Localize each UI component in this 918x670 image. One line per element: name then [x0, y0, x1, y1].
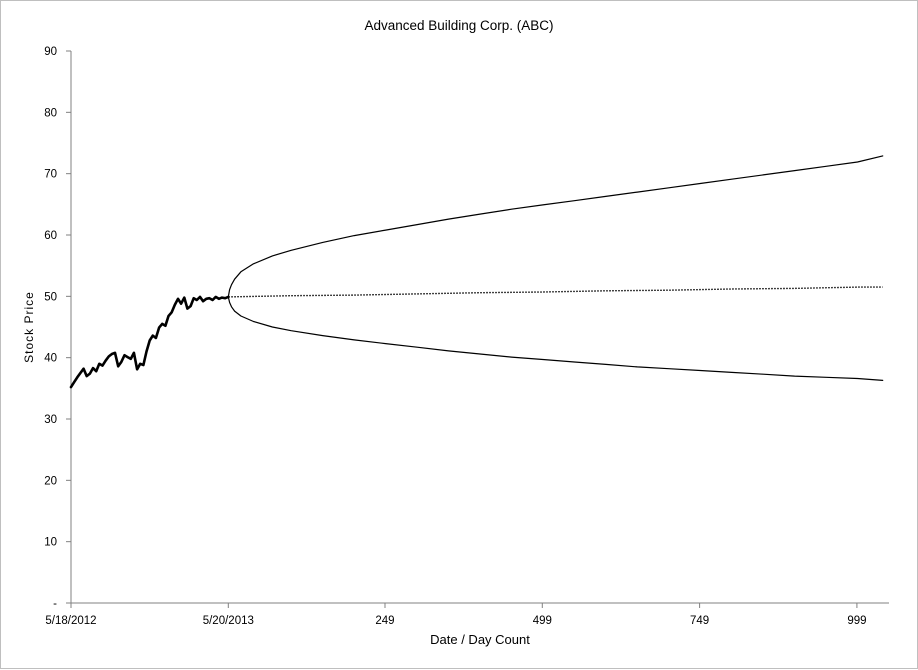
series-line-dotted: [228, 286, 883, 298]
y-tick-label: -: [53, 598, 57, 610]
y-tick-label: 30: [44, 414, 57, 426]
x-axis-title: Date / Day Count: [430, 632, 530, 647]
x-tick-label: 5/18/2012: [45, 615, 96, 627]
y-tick-label: 20: [44, 475, 57, 487]
y-tick-label: 10: [44, 537, 57, 549]
y-tick-label: 70: [44, 169, 57, 181]
plot-area: - 10 20 30 40 50 60 70 80 90 5/18/2012 5/20/2013 249…: [44, 46, 889, 627]
x-tick-label: 999: [847, 615, 866, 627]
series-line-lower: [227, 296, 884, 381]
x-tick-label: 749: [690, 615, 709, 627]
x-tick-label: 5/20/2013: [203, 615, 254, 627]
x-tick-label: 249: [375, 615, 394, 627]
series-line-upper: [227, 155, 884, 298]
series-line-bold: [69, 295, 230, 389]
y-tick-label: 60: [44, 230, 57, 242]
y-tick-label: 90: [44, 46, 57, 58]
y-tick-label: 50: [44, 291, 57, 303]
y-axis-title: Stock Price: [22, 291, 36, 363]
y-tick-label: 40: [44, 353, 57, 365]
chart-title: Advanced Building Corp. (ABC): [364, 18, 553, 33]
y-tick-label: 80: [44, 107, 57, 119]
x-tick-label: 499: [533, 615, 552, 627]
